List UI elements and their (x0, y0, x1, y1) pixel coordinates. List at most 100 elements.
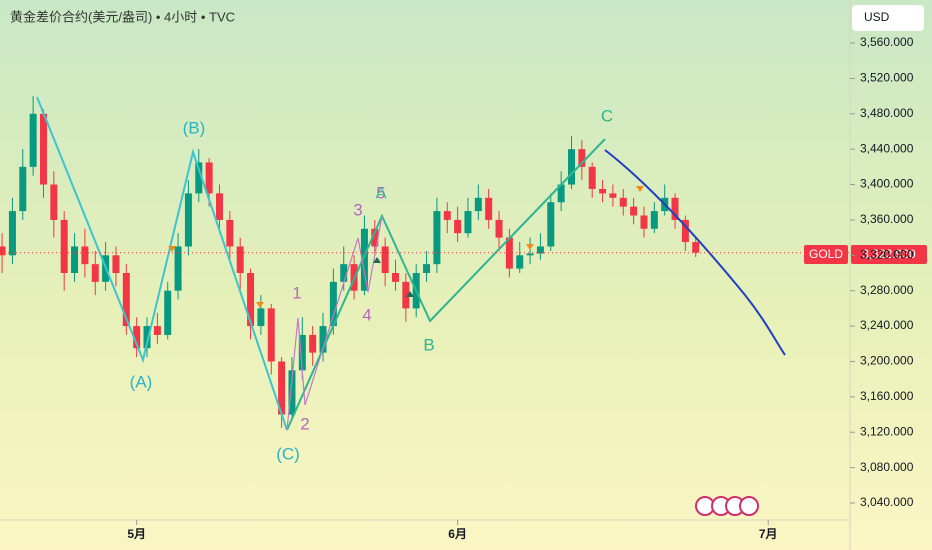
candle-body (402, 281, 410, 309)
wave-abc-line (36, 96, 288, 431)
symbol-tag (804, 245, 848, 264)
y-tick-label: 3,440.000 (860, 141, 914, 155)
candle-body (578, 149, 586, 167)
chart-title: 黄金差价合约(美元/盎司) • 4小时 • TVC (10, 9, 235, 24)
candle-body (91, 264, 99, 282)
candle-body (371, 228, 379, 247)
candle-body (71, 246, 79, 273)
price-tag (851, 245, 927, 264)
candle-body (536, 246, 544, 254)
y-tick-label: 3,240.000 (860, 318, 914, 332)
candle-body (8, 211, 16, 256)
y-tick-label: 3,560.000 (860, 35, 914, 49)
wave-label: (B) (183, 118, 206, 137)
candle-body (547, 202, 555, 247)
y-tick-label: 3,360.000 (860, 212, 914, 226)
candle-body (39, 113, 47, 185)
candle-body (319, 326, 327, 353)
candle-body (485, 197, 493, 220)
candle-body (619, 197, 627, 207)
candle-body (443, 211, 451, 220)
candle-body (599, 188, 607, 194)
markers (168, 186, 644, 308)
symbol-label: GOLD (809, 247, 843, 261)
candle-body (433, 211, 441, 265)
candle-body (630, 206, 638, 216)
candle-body (184, 193, 192, 247)
y-tick-label: 3,280.000 (860, 283, 914, 297)
candle-body (454, 219, 462, 234)
wave-label: 2 (300, 414, 309, 433)
price-label: 3,322.930 (862, 247, 916, 261)
currency-button[interactable] (852, 5, 924, 31)
candle-body (309, 334, 317, 353)
marker (636, 186, 644, 192)
currency-label[interactable]: USD (864, 10, 890, 24)
candle-body (60, 219, 68, 273)
candle-body (329, 281, 337, 327)
marker (168, 246, 176, 252)
candle-body (81, 246, 89, 265)
wave-abc-line-2 (286, 138, 606, 431)
event-icon (739, 496, 759, 516)
event-icons (695, 496, 759, 516)
candle-body (474, 197, 482, 212)
y-tick-label: 3,320.000 (860, 247, 914, 261)
y-tick-label: 3,480.000 (860, 106, 914, 120)
candle-body (423, 264, 431, 273)
candle-body (143, 326, 151, 349)
candle-body (495, 219, 503, 238)
markers-up (373, 257, 414, 297)
candle-body (360, 228, 368, 291)
candle-body (526, 253, 534, 256)
candle-body (164, 290, 172, 335)
x-tick-label: 6月 (448, 527, 467, 541)
candle-body (195, 162, 203, 194)
candle-body (215, 193, 223, 220)
y-tick-label: 3,080.000 (860, 460, 914, 474)
candle-body (671, 197, 679, 220)
candle-body (681, 219, 689, 243)
candle-body (588, 166, 596, 189)
candle-body (0, 246, 6, 256)
candle-body (257, 308, 265, 327)
wave-label: (C) (276, 444, 300, 463)
candle-body (298, 334, 306, 371)
candle-body (29, 113, 37, 167)
candle-body (391, 273, 399, 282)
candle-body (50, 184, 58, 220)
y-tick-label: 3,040.000 (860, 495, 914, 509)
wave-label: 3 (353, 200, 362, 219)
candle-body (226, 219, 234, 247)
candle-body (567, 149, 575, 185)
candle-body (174, 246, 182, 291)
candle-body (236, 246, 244, 273)
candle-body (464, 211, 472, 234)
x-tick-label: 5月 (127, 527, 146, 541)
y-tick-label: 3,520.000 (860, 71, 914, 85)
candle-body (650, 211, 658, 229)
y-tick-label: 3,400.000 (860, 177, 914, 191)
candle-body (133, 326, 141, 349)
candle-body (288, 370, 296, 415)
y-tick-label: 3,200.000 (860, 354, 914, 368)
forecast-curve (604, 149, 786, 356)
wave-label: 1 (292, 283, 301, 302)
y-tick-label: 3,160.000 (860, 389, 914, 403)
wave-label: 5 (376, 183, 385, 202)
candle-body (247, 273, 255, 327)
marker (373, 257, 381, 263)
candle-body (640, 215, 648, 229)
marker (526, 244, 534, 250)
candle-body (153, 326, 161, 335)
candle-body (19, 166, 27, 212)
candle-body (267, 308, 275, 362)
y-tick-label: 3,120.000 (860, 424, 914, 438)
impulse-line (286, 215, 383, 431)
x-tick-label: 7月 (759, 527, 778, 541)
marker (256, 302, 264, 308)
marker (406, 291, 414, 297)
wave-label: A (375, 183, 387, 202)
